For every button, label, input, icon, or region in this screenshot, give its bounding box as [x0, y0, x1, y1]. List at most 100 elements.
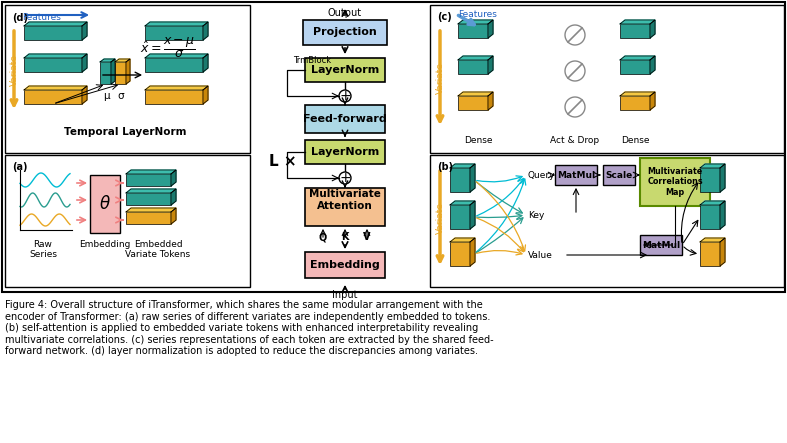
Polygon shape — [650, 92, 655, 110]
Text: θ: θ — [100, 195, 110, 213]
Text: MatMul: MatMul — [642, 241, 680, 249]
Bar — [458, 24, 488, 38]
Text: +: + — [339, 171, 351, 185]
Polygon shape — [458, 20, 493, 24]
Bar — [305, 105, 385, 133]
Polygon shape — [82, 22, 87, 40]
Polygon shape — [458, 56, 493, 60]
Text: Features: Features — [22, 13, 61, 22]
Polygon shape — [650, 56, 655, 74]
Bar — [126, 212, 171, 224]
Polygon shape — [82, 54, 87, 72]
Text: Feed-forward: Feed-forward — [303, 114, 387, 124]
Polygon shape — [171, 208, 176, 224]
Polygon shape — [145, 86, 208, 90]
Bar — [700, 205, 720, 229]
Text: K: K — [342, 232, 349, 242]
Bar — [145, 90, 203, 104]
Text: Features: Features — [458, 10, 497, 19]
Text: MatMul: MatMul — [557, 171, 595, 179]
Polygon shape — [470, 238, 475, 266]
Polygon shape — [620, 92, 655, 96]
Bar — [458, 60, 488, 74]
Polygon shape — [203, 54, 208, 72]
Polygon shape — [458, 92, 493, 96]
Text: Q: Q — [319, 232, 327, 242]
Bar — [126, 193, 171, 205]
Bar — [24, 90, 82, 104]
Bar — [305, 140, 385, 164]
Bar — [303, 20, 387, 45]
Bar — [430, 155, 784, 287]
Polygon shape — [650, 20, 655, 38]
Text: Key: Key — [528, 210, 545, 219]
Text: Embedding: Embedding — [79, 240, 131, 249]
Bar — [450, 242, 470, 266]
Text: +: + — [339, 89, 351, 103]
Bar — [5, 5, 250, 153]
Text: Input: Input — [332, 290, 358, 300]
Bar — [305, 252, 385, 278]
Polygon shape — [700, 201, 725, 205]
Bar — [100, 62, 111, 84]
Polygon shape — [203, 22, 208, 40]
Text: Act & Drop: Act & Drop — [550, 136, 600, 145]
Polygon shape — [126, 59, 130, 84]
Text: Dense: Dense — [464, 136, 492, 145]
Polygon shape — [470, 164, 475, 192]
Bar — [145, 26, 203, 40]
Circle shape — [565, 97, 585, 117]
Polygon shape — [488, 20, 493, 38]
Polygon shape — [450, 201, 475, 205]
Text: Value: Value — [528, 250, 553, 260]
Bar — [90, 175, 120, 233]
Text: Raw
Series: Raw Series — [29, 240, 57, 260]
Text: $\hat{x} = \dfrac{x - \mu}{\sigma}$: $\hat{x} = \dfrac{x - \mu}{\sigma}$ — [140, 35, 196, 60]
Text: V: V — [364, 232, 371, 242]
Polygon shape — [171, 170, 176, 186]
Text: Dense: Dense — [621, 136, 649, 145]
Bar — [145, 58, 203, 72]
Bar — [620, 60, 650, 74]
Text: (a): (a) — [12, 162, 28, 172]
Bar — [640, 235, 682, 255]
Bar — [115, 62, 126, 84]
Text: (c): (c) — [437, 12, 452, 22]
Text: Embedded
Variate Tokens: Embedded Variate Tokens — [125, 240, 190, 260]
Text: Variate: Variate — [9, 54, 19, 86]
Text: μ: μ — [102, 91, 109, 101]
Text: Scale: Scale — [605, 171, 633, 179]
Text: TrmBlock: TrmBlock — [293, 55, 331, 65]
Polygon shape — [700, 164, 725, 168]
Bar — [430, 5, 784, 153]
Bar — [555, 165, 597, 185]
Text: (b): (b) — [437, 162, 453, 172]
Bar — [305, 188, 385, 226]
Polygon shape — [203, 86, 208, 104]
Text: Temporal LayerNorm: Temporal LayerNorm — [64, 127, 187, 137]
Polygon shape — [470, 201, 475, 229]
Bar — [700, 242, 720, 266]
Polygon shape — [126, 189, 176, 193]
Circle shape — [565, 25, 585, 45]
Bar — [620, 96, 650, 110]
Polygon shape — [488, 92, 493, 110]
Polygon shape — [82, 86, 87, 104]
Text: Embedding: Embedding — [310, 260, 380, 270]
Bar — [2, 2, 785, 292]
Polygon shape — [720, 201, 725, 229]
Polygon shape — [100, 59, 115, 62]
Bar — [5, 155, 250, 287]
Polygon shape — [145, 54, 208, 58]
Polygon shape — [111, 59, 115, 84]
Polygon shape — [126, 208, 176, 212]
Text: LayerNorm: LayerNorm — [311, 147, 379, 157]
Polygon shape — [720, 164, 725, 192]
Bar — [24, 26, 82, 40]
Polygon shape — [171, 189, 176, 205]
Bar — [620, 24, 650, 38]
Text: L ×: L × — [269, 155, 297, 170]
Polygon shape — [145, 22, 208, 26]
Text: Figure 4: Overall structure of iTransformer, which shares the same modular arran: Figure 4: Overall structure of iTransfor… — [5, 300, 493, 357]
Bar — [305, 58, 385, 82]
